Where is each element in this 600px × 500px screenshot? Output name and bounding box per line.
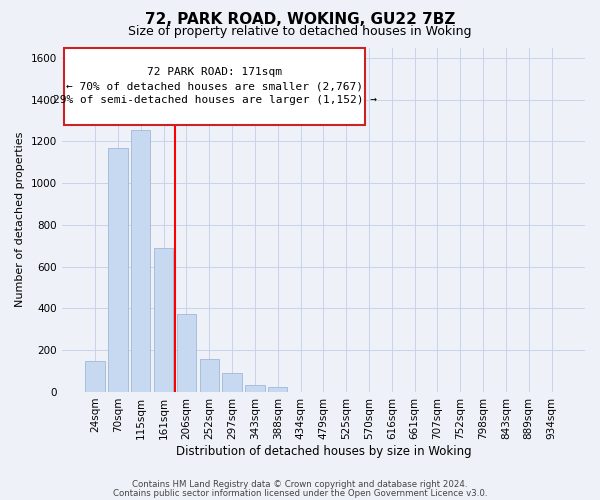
Bar: [223, 373, 242, 392]
Bar: [108, 148, 128, 392]
Bar: [245, 384, 265, 392]
Bar: [154, 248, 173, 392]
X-axis label: Distribution of detached houses by size in Woking: Distribution of detached houses by size …: [176, 444, 471, 458]
Text: Size of property relative to detached houses in Woking: Size of property relative to detached ho…: [128, 25, 472, 38]
Bar: [200, 358, 219, 392]
Bar: [85, 360, 105, 392]
Bar: [131, 130, 151, 392]
Text: 72, PARK ROAD, WOKING, GU22 7BZ: 72, PARK ROAD, WOKING, GU22 7BZ: [145, 12, 455, 28]
Bar: [268, 388, 287, 392]
Text: 72 PARK ROAD: 171sqm
← 70% of detached houses are smaller (2,767)
29% of semi-de: 72 PARK ROAD: 171sqm ← 70% of detached h…: [53, 68, 377, 106]
Bar: [177, 314, 196, 392]
Text: Contains HM Land Registry data © Crown copyright and database right 2024.: Contains HM Land Registry data © Crown c…: [132, 480, 468, 489]
Y-axis label: Number of detached properties: Number of detached properties: [15, 132, 25, 308]
Text: Contains public sector information licensed under the Open Government Licence v3: Contains public sector information licen…: [113, 489, 487, 498]
FancyBboxPatch shape: [64, 48, 365, 125]
